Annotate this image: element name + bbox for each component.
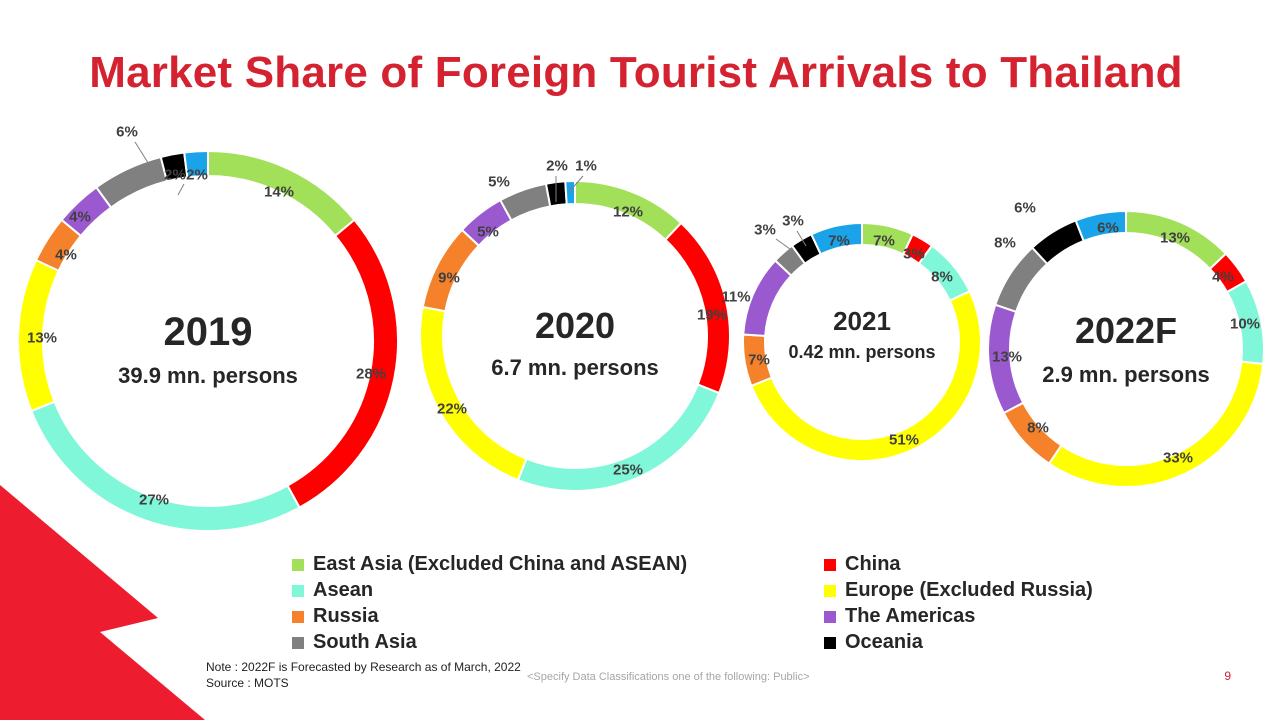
data-label: 2% <box>164 167 186 184</box>
data-label: 28% <box>356 366 386 383</box>
data-label: 13% <box>1160 230 1190 247</box>
donut-slice <box>994 246 1049 314</box>
data-label: 14% <box>264 184 294 201</box>
data-label: 6% <box>116 124 138 141</box>
data-label: 19% <box>697 307 727 324</box>
donut-slice <box>1074 209 1127 243</box>
data-label: 1% <box>575 158 597 175</box>
footnote: Note : 2022F is Forecasted by Research a… <box>206 659 521 691</box>
donut-chart-2019: 14% 28% 27% 13% 4% 4% 6% 2% 2% 2019 39.9 mn. perso… <box>17 124 399 532</box>
donut-slice <box>1030 219 1085 266</box>
donut-chart-2021: 7% 3% 8% 51% 7% 11% 3% 3% 7% 2021 0.42 mn. persons <box>721 213 982 462</box>
legend-label: The Americas <box>845 605 976 627</box>
legend-label: Asean <box>313 579 374 601</box>
data-label: 3% <box>754 222 776 239</box>
chart-subtitle: 2.9 mn. persons <box>1042 362 1210 387</box>
note-text: Note : 2022F is Forecasted by Research a… <box>206 660 521 674</box>
data-label: 6% <box>1097 220 1119 237</box>
legend-label: Europe (Excluded Russia) <box>845 579 1093 601</box>
legend-swatch <box>292 610 304 623</box>
data-label: 13% <box>27 330 57 347</box>
data-label: 3% <box>903 246 925 263</box>
data-label: 51% <box>889 432 919 449</box>
source-text: Source : MOTS <box>206 676 289 690</box>
donut-chart-2020: 12% 19% 25% 22% 9% 5% 5% 2% 1% 2020 6.7 mn. person… <box>419 158 731 492</box>
chart-subtitle: 0.42 mn. persons <box>788 342 935 362</box>
data-label: 9% <box>438 270 460 287</box>
data-label: 2% <box>546 158 568 175</box>
data-label: 8% <box>931 269 953 286</box>
data-label: 13% <box>992 349 1022 366</box>
donut-slice <box>286 218 399 509</box>
donut-slice <box>810 221 863 256</box>
legend-swatch <box>824 636 836 649</box>
page-title: Market Share of Foreign Tourist Arrivals… <box>89 48 1183 97</box>
leader-line <box>796 230 807 247</box>
legend-swatch <box>824 584 836 597</box>
data-label: 6% <box>1014 200 1036 217</box>
data-label: 8% <box>994 235 1016 252</box>
legend-swatch <box>824 610 836 623</box>
data-label: 5% <box>488 174 510 191</box>
legend-item-oceania: Oceania <box>824 631 923 654</box>
red-corner-shape <box>0 485 205 720</box>
legend-label: South Asia <box>313 631 417 653</box>
legend-label: Oceania <box>845 631 923 653</box>
chart-year: 2022F <box>1075 310 1177 351</box>
legend-swatch <box>292 558 304 571</box>
data-label: 27% <box>139 492 169 509</box>
chart-year: 2021 <box>833 306 891 336</box>
legend-label: East Asia (Excluded China and ASEAN) <box>313 553 688 575</box>
data-label: 10% <box>1230 316 1260 333</box>
data-label: 7% <box>828 233 850 250</box>
data-label: 3% <box>782 213 804 230</box>
data-classification: <Specify Data Classifications one of the… <box>527 671 810 683</box>
legend-item-russia: Russia <box>292 605 379 628</box>
data-label: 7% <box>873 233 895 250</box>
legend: East Asia (Excluded China and ASEAN) Chi… <box>292 553 1122 659</box>
legend-swatch <box>292 584 304 597</box>
leader-line <box>568 175 584 193</box>
data-label: 4% <box>55 247 77 264</box>
legend-label: China <box>845 553 901 575</box>
legend-label: Russia <box>313 605 379 627</box>
donut-slice <box>183 149 209 179</box>
leader-line <box>775 238 791 250</box>
legend-item-china: China <box>824 553 901 576</box>
data-label: 11% <box>721 289 750 306</box>
data-label: 7% <box>748 352 770 369</box>
data-label: 4% <box>69 209 91 226</box>
data-label: 22% <box>437 401 467 418</box>
data-label: 5% <box>477 224 499 241</box>
leader-line <box>134 141 158 178</box>
data-label: 12% <box>613 204 643 221</box>
legend-item-south-asia: South Asia <box>292 631 417 654</box>
chart-subtitle: 39.9 mn. persons <box>118 363 298 388</box>
data-label: 8% <box>1027 420 1049 437</box>
legend-swatch <box>292 636 304 649</box>
data-label: 2% <box>186 167 208 184</box>
donut-chart-2022f: 13% 4% 10% 33% 8% 13% 8% 6% 6% 2022F 2.9 mn. perso… <box>987 200 1265 488</box>
chart-year: 2020 <box>535 305 615 346</box>
chart-year: 2019 <box>164 310 253 354</box>
donut-slice <box>564 179 576 206</box>
page-number: 9 <box>1224 669 1231 683</box>
data-label: 33% <box>1163 450 1193 467</box>
donut-slice <box>419 305 528 482</box>
data-label: 25% <box>613 462 643 479</box>
legend-item-americas: The Americas <box>824 605 975 628</box>
legend-item-asean: Asean <box>292 579 373 602</box>
data-label: 4% <box>1212 269 1234 286</box>
legend-item-east-asia: East Asia (Excluded China and ASEAN) <box>292 553 687 576</box>
donut-slice <box>30 400 301 532</box>
legend-item-europe: Europe (Excluded Russia) <box>824 579 1093 602</box>
leader-line <box>177 183 185 196</box>
chart-subtitle: 6.7 mn. persons <box>491 355 659 380</box>
legend-swatch <box>824 558 836 571</box>
donut-slice <box>94 155 169 209</box>
